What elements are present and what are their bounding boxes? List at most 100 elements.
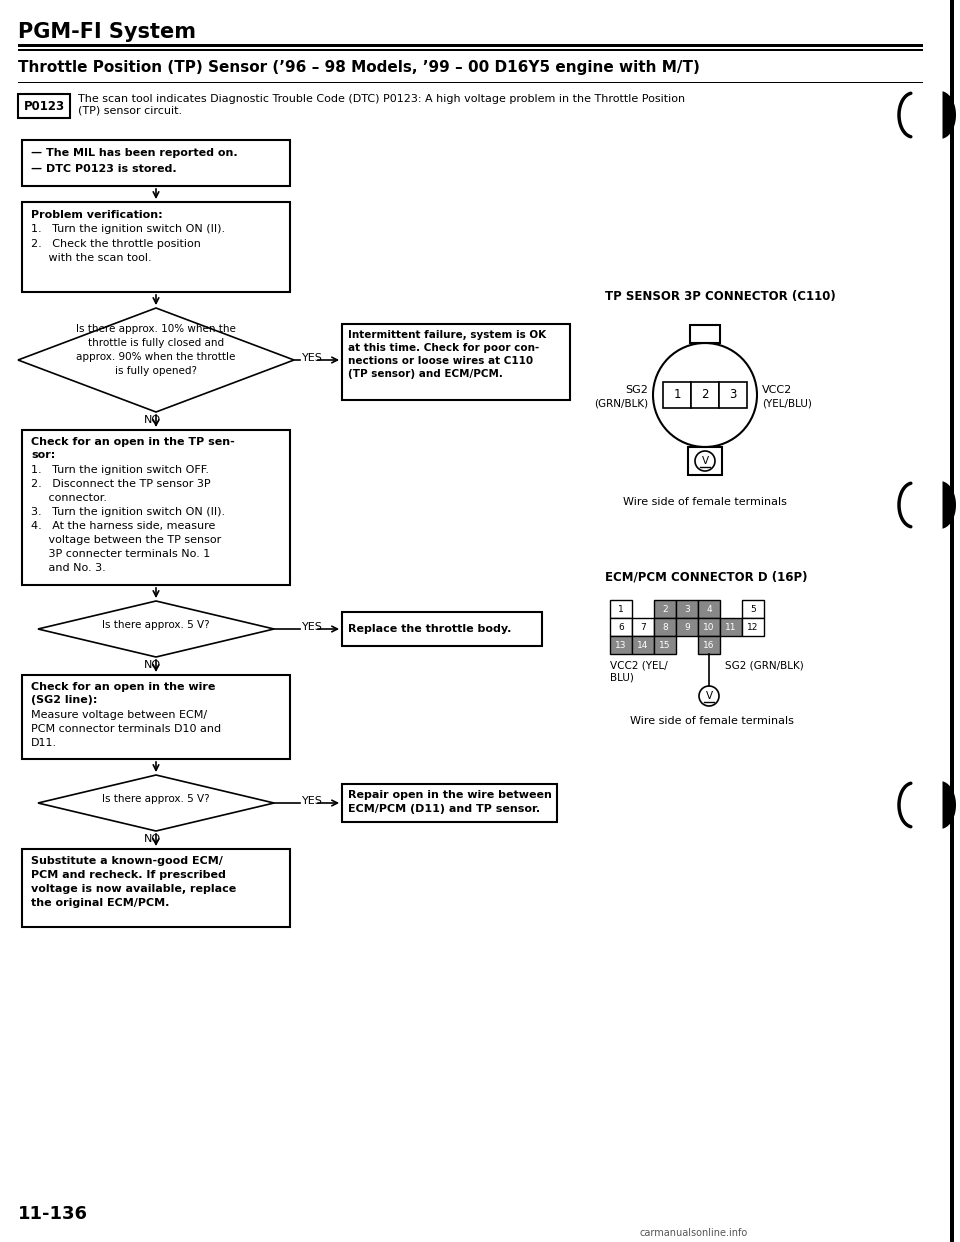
Text: 2.   Check the throttle position: 2. Check the throttle position — [31, 238, 201, 248]
Polygon shape — [943, 92, 956, 139]
Text: Measure voltage between ECM/: Measure voltage between ECM/ — [31, 710, 207, 720]
FancyBboxPatch shape — [18, 48, 923, 51]
Text: 1: 1 — [618, 605, 624, 614]
Text: 6: 6 — [618, 622, 624, 631]
FancyBboxPatch shape — [342, 612, 542, 646]
FancyBboxPatch shape — [610, 636, 632, 655]
Text: 2.   Disconnect the TP sensor 3P: 2. Disconnect the TP sensor 3P — [31, 479, 210, 489]
Text: 12: 12 — [747, 622, 758, 631]
Text: 1: 1 — [673, 389, 681, 401]
Text: Wire side of female terminals: Wire side of female terminals — [623, 497, 787, 507]
Text: D11.: D11. — [31, 738, 58, 748]
Text: 3: 3 — [730, 389, 736, 401]
Text: voltage between the TP sensor: voltage between the TP sensor — [31, 535, 221, 545]
FancyBboxPatch shape — [676, 600, 698, 619]
Text: SG2 (GRN/BLK): SG2 (GRN/BLK) — [725, 660, 804, 669]
Text: BLU): BLU) — [610, 673, 634, 683]
Text: (TP sensor) and ECM/PCM.: (TP sensor) and ECM/PCM. — [348, 369, 503, 379]
Text: connector.: connector. — [31, 493, 107, 503]
Text: voltage is now available, replace: voltage is now available, replace — [31, 884, 236, 894]
FancyBboxPatch shape — [950, 0, 954, 1242]
FancyBboxPatch shape — [18, 43, 923, 47]
Text: Wire side of female terminals: Wire side of female terminals — [630, 715, 794, 727]
Text: 3P connecter terminals No. 1: 3P connecter terminals No. 1 — [31, 549, 210, 559]
FancyBboxPatch shape — [632, 636, 654, 655]
FancyBboxPatch shape — [742, 619, 764, 636]
Text: 2: 2 — [701, 389, 708, 401]
Text: Substitute a known-good ECM/: Substitute a known-good ECM/ — [31, 856, 223, 866]
Text: NO: NO — [144, 415, 161, 425]
FancyBboxPatch shape — [691, 383, 719, 409]
Text: V: V — [702, 456, 708, 466]
Text: 8: 8 — [662, 622, 668, 631]
Text: 15: 15 — [660, 641, 671, 650]
Text: (YEL/BLU): (YEL/BLU) — [762, 399, 812, 409]
Text: 16: 16 — [704, 641, 715, 650]
FancyBboxPatch shape — [22, 850, 290, 927]
Text: carmanualsonline.info: carmanualsonline.info — [640, 1228, 748, 1238]
Text: V: V — [706, 691, 712, 700]
Text: Is there approx. 5 V?: Is there approx. 5 V? — [102, 794, 210, 804]
FancyBboxPatch shape — [22, 140, 290, 186]
Text: Replace the throttle body.: Replace the throttle body. — [348, 623, 512, 633]
Text: 1.   Turn the ignition switch OFF.: 1. Turn the ignition switch OFF. — [31, 465, 209, 474]
Text: approx. 90% when the throttle: approx. 90% when the throttle — [76, 351, 236, 361]
Text: with the scan tool.: with the scan tool. — [31, 253, 152, 263]
FancyBboxPatch shape — [654, 619, 676, 636]
Text: YES: YES — [302, 796, 323, 806]
FancyBboxPatch shape — [342, 324, 570, 400]
Text: — The MIL has been reported on.: — The MIL has been reported on. — [31, 148, 238, 158]
Polygon shape — [38, 775, 274, 831]
Text: 10: 10 — [704, 622, 715, 631]
Text: 7: 7 — [640, 622, 646, 631]
FancyBboxPatch shape — [632, 619, 654, 636]
Polygon shape — [18, 308, 294, 412]
FancyBboxPatch shape — [698, 600, 720, 619]
Text: at this time. Check for poor con-: at this time. Check for poor con- — [348, 343, 540, 353]
FancyBboxPatch shape — [654, 600, 676, 619]
Text: sor:: sor: — [31, 450, 56, 460]
Text: (GRN/BLK): (GRN/BLK) — [594, 399, 648, 409]
Text: PCM and recheck. If prescribed: PCM and recheck. If prescribed — [31, 869, 226, 881]
Text: 3: 3 — [684, 605, 690, 614]
Text: Check for an open in the wire: Check for an open in the wire — [31, 682, 215, 692]
FancyBboxPatch shape — [663, 383, 691, 409]
Text: Problem verification:: Problem verification: — [31, 210, 162, 220]
FancyBboxPatch shape — [18, 94, 70, 118]
Text: YES: YES — [302, 622, 323, 632]
Text: and No. 3.: and No. 3. — [31, 563, 106, 573]
Text: YES: YES — [302, 353, 323, 363]
Text: 4.   At the harness side, measure: 4. At the harness side, measure — [31, 520, 215, 532]
Text: is fully opened?: is fully opened? — [115, 366, 197, 376]
FancyBboxPatch shape — [742, 600, 764, 619]
Text: 1.   Turn the ignition switch ON (II).: 1. Turn the ignition switch ON (II). — [31, 224, 226, 233]
Text: Is there approx. 10% when the: Is there approx. 10% when the — [76, 324, 236, 334]
Text: 4: 4 — [707, 605, 711, 614]
Text: Intermittent failure, system is OK: Intermittent failure, system is OK — [348, 330, 546, 340]
Text: Throttle Position (TP) Sensor (’96 – 98 Models, ’99 – 00 D16Y5 engine with M/T): Throttle Position (TP) Sensor (’96 – 98 … — [18, 60, 700, 75]
Text: — DTC P0123 is stored.: — DTC P0123 is stored. — [31, 164, 177, 174]
Polygon shape — [943, 781, 956, 828]
FancyBboxPatch shape — [22, 202, 290, 292]
FancyBboxPatch shape — [719, 383, 747, 409]
Text: 14: 14 — [637, 641, 649, 650]
FancyBboxPatch shape — [654, 636, 676, 655]
Text: Check for an open in the TP sen-: Check for an open in the TP sen- — [31, 437, 235, 447]
Text: The scan tool indicates Diagnostic Trouble Code (DTC) P0123: A high voltage prob: The scan tool indicates Diagnostic Troub… — [78, 94, 685, 116]
FancyBboxPatch shape — [22, 430, 290, 585]
Text: the original ECM/PCM.: the original ECM/PCM. — [31, 898, 169, 908]
Text: 11-136: 11-136 — [18, 1205, 88, 1223]
Text: 3.   Turn the ignition switch ON (II).: 3. Turn the ignition switch ON (II). — [31, 507, 226, 517]
FancyBboxPatch shape — [690, 325, 720, 343]
FancyBboxPatch shape — [698, 636, 720, 655]
Text: SG2: SG2 — [625, 385, 648, 395]
Text: ECM/PCM (D11) and TP sensor.: ECM/PCM (D11) and TP sensor. — [348, 804, 540, 814]
Text: NO: NO — [144, 660, 161, 669]
FancyBboxPatch shape — [698, 619, 720, 636]
Text: ECM/PCM CONNECTOR D (16P): ECM/PCM CONNECTOR D (16P) — [605, 570, 807, 582]
Text: Is there approx. 5 V?: Is there approx. 5 V? — [102, 620, 210, 630]
FancyBboxPatch shape — [610, 619, 632, 636]
Text: 13: 13 — [615, 641, 627, 650]
FancyBboxPatch shape — [688, 447, 722, 474]
Text: PCM connector terminals D10 and: PCM connector terminals D10 and — [31, 724, 221, 734]
